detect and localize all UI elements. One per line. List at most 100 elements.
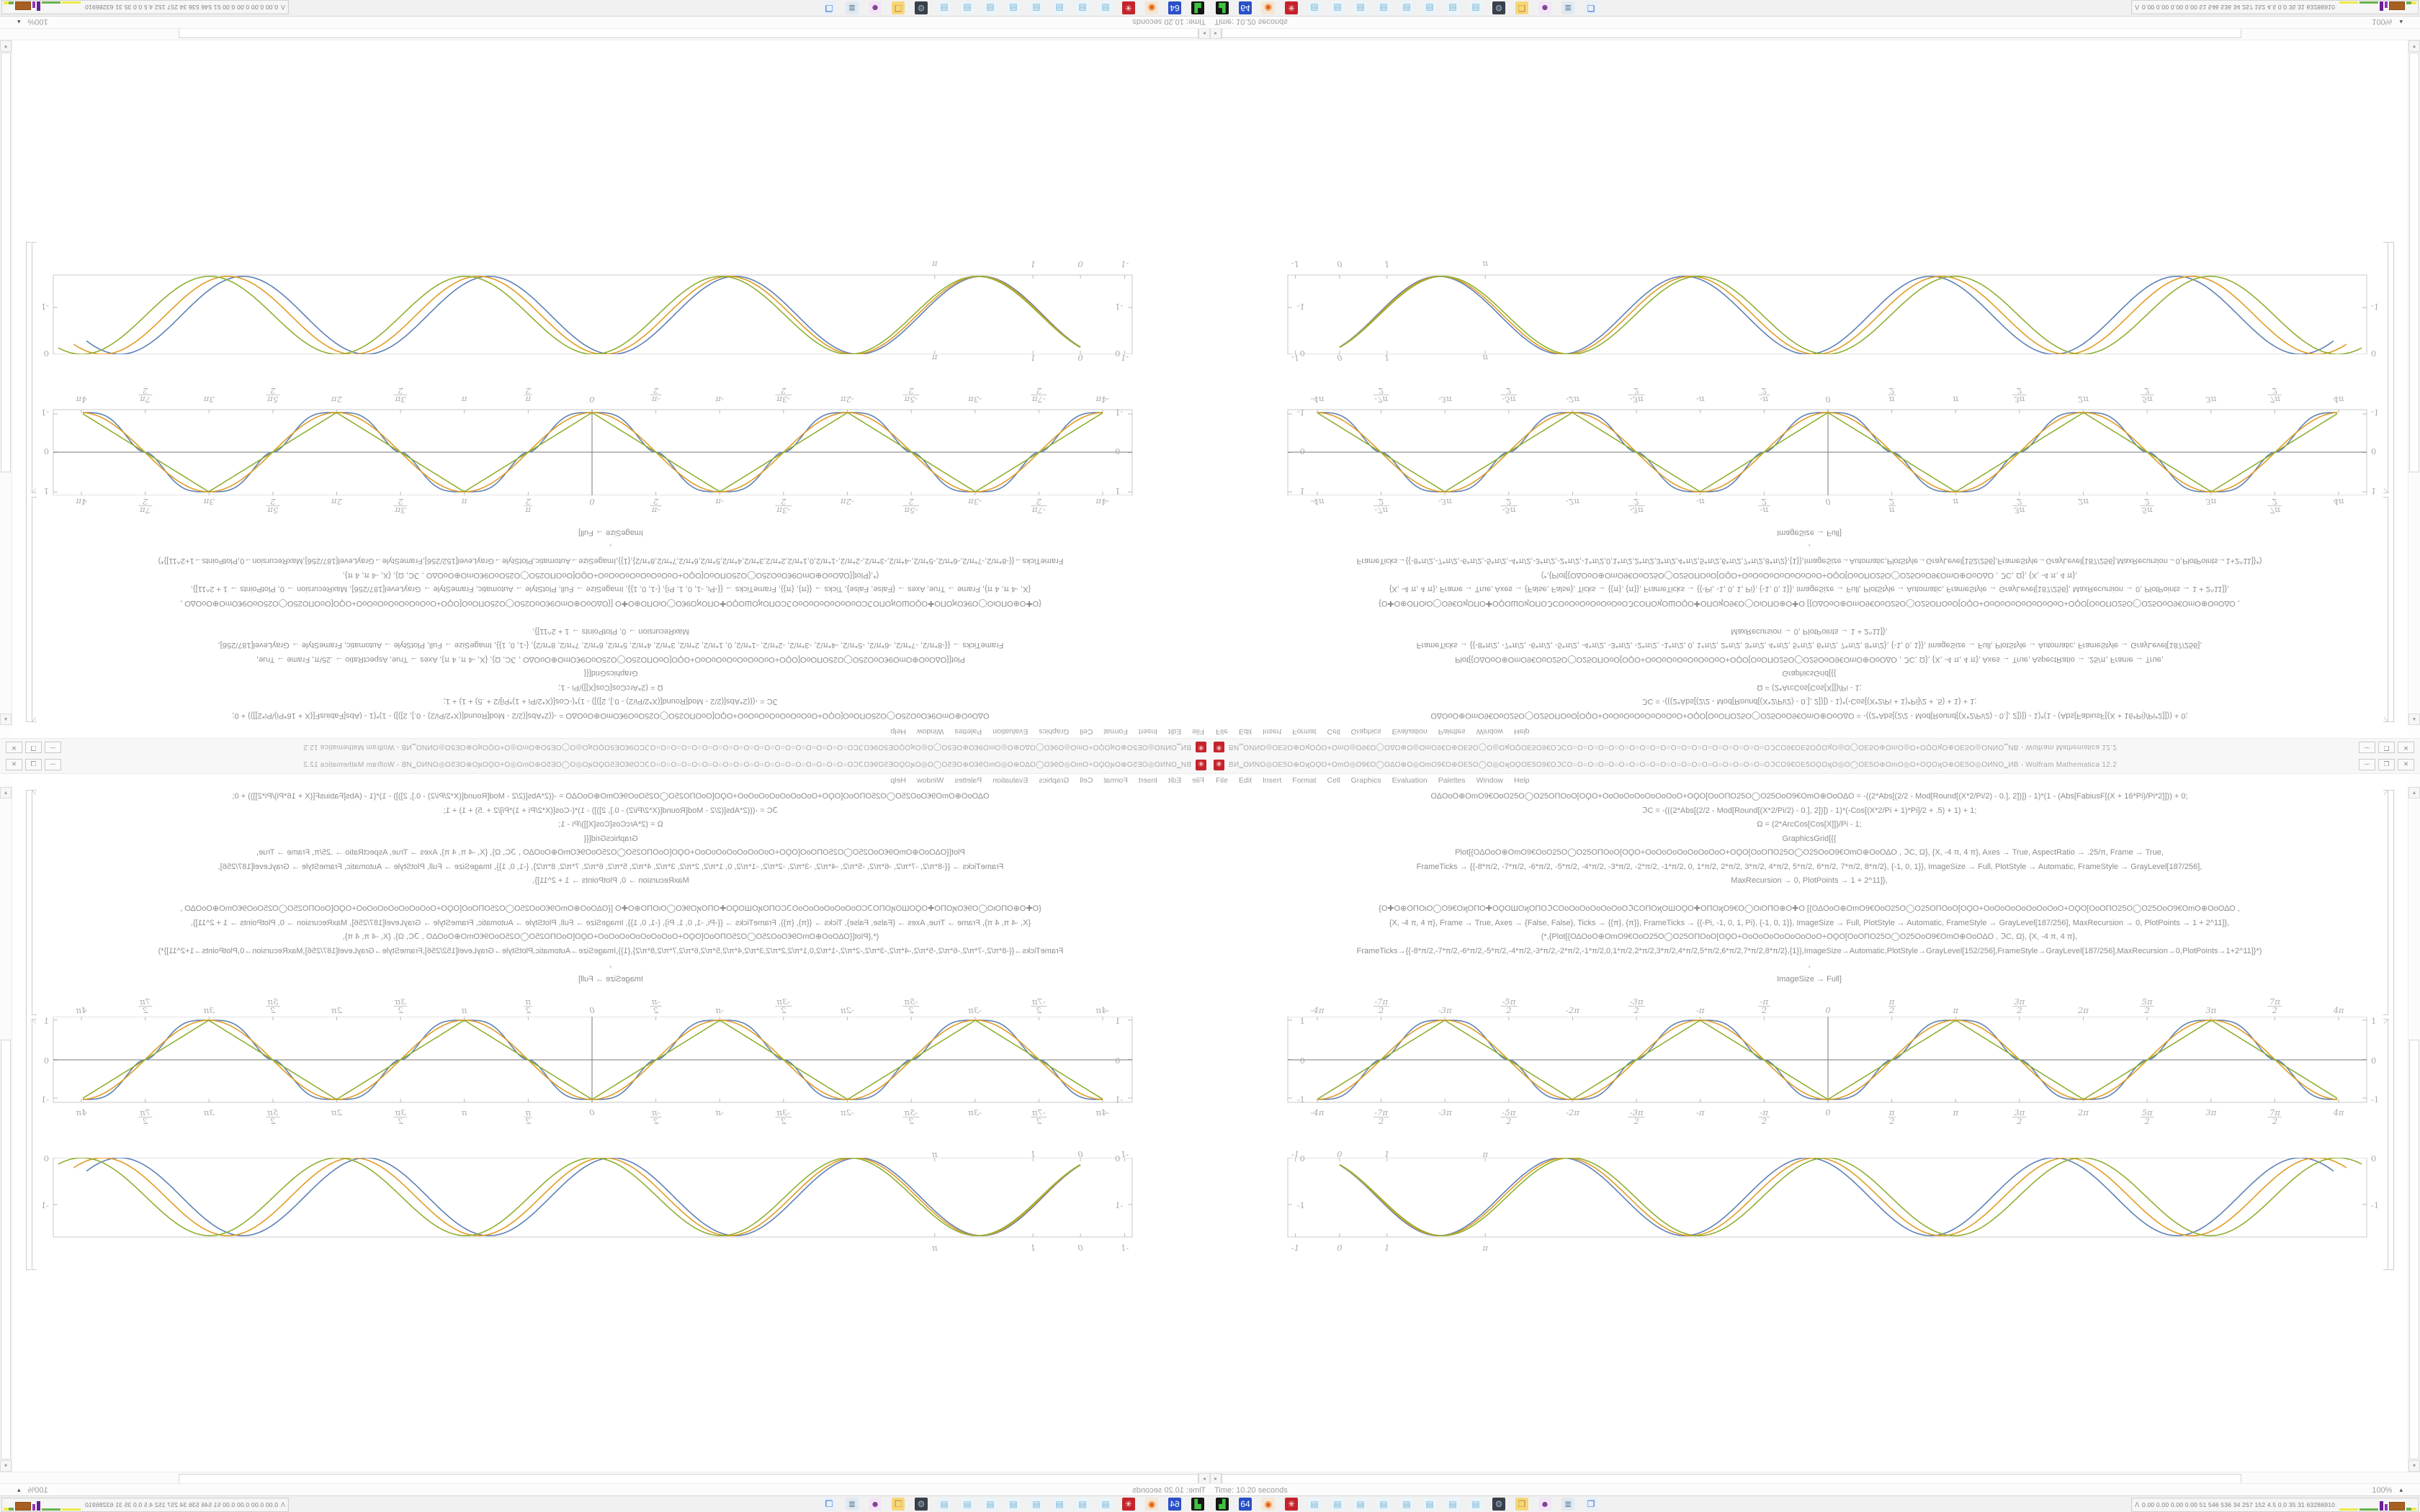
taskbar-icon[interactable]: ▤ bbox=[1308, 1498, 1321, 1511]
minimize-button[interactable]: ─ bbox=[45, 759, 61, 770]
taskbar-icon[interactable]: 64 bbox=[1239, 1, 1252, 14]
horizontal-scroll-thumb[interactable] bbox=[1222, 1474, 2241, 1484]
horizontal-scrollbar[interactable]: ◂ ▸ bbox=[0, 1472, 1210, 1485]
taskbar-icon[interactable]: ⚙ bbox=[1492, 1, 1505, 14]
taskbar-icon[interactable]: ◉ bbox=[1262, 1498, 1275, 1511]
taskbar-icon[interactable]: 64 bbox=[1239, 1498, 1252, 1511]
taskbar-icon[interactable]: ▤ bbox=[1469, 1, 1482, 14]
taskbar-icon[interactable]: ❐ bbox=[1585, 1, 1597, 14]
taskbar-icon[interactable]: ⚙ bbox=[915, 1, 928, 14]
menu-item[interactable]: Window bbox=[916, 775, 944, 785]
code-line[interactable]: Plot[{ΟΔΟοΟ⊕ΟmΟ9€ΟοΟ25Ο◯Ο25ΟΠΟοΟ[ΟϘΟ+ΟοΟ… bbox=[1455, 655, 2164, 664]
code-line[interactable] bbox=[12, 888, 1210, 903]
taskbar-icon[interactable]: ✳ bbox=[1285, 1, 1298, 14]
code-line[interactable]: FrameTicks → {{-8*π/2, -7*π/2, -6*π/2, -… bbox=[218, 862, 1004, 871]
menu-item[interactable]: Format bbox=[1103, 775, 1128, 785]
taskbar-icon[interactable]: ▤ bbox=[1446, 1498, 1459, 1511]
code-line[interactable]: GraphicsGrid[{{ bbox=[1782, 669, 1837, 678]
code-line[interactable]: FrameTicks → {{-8*π/2, -7*π/2, -6*π/2, -… bbox=[1416, 641, 2202, 650]
code-cell[interactable]: ΟΔΟοΟ⊕ΟmΟ9€ΟοΟ25Ο◯Ο25ΟΠΟοΟ[ΟϘΟ+ΟοΟοΟοΟοΟ… bbox=[1210, 790, 2408, 986]
taskbar-icon[interactable]: ▤ bbox=[984, 1498, 997, 1511]
taskbar-icon[interactable]: 64 bbox=[1168, 1, 1181, 14]
code-line[interactable]: (*,{Plot[{ΟΔΟοΟ⊕ΟmΟ9€ΟοΟ25Ο◯Ο25ΟΠΟοΟ[ΟϘΟ… bbox=[1541, 571, 2078, 580]
taskbar-icon[interactable]: ❒ bbox=[1515, 1498, 1528, 1511]
magnifier-dropdown-icon[interactable]: ▴ bbox=[2399, 1486, 2403, 1493]
magnifier-dropdown-icon[interactable]: ▴ bbox=[2399, 19, 2403, 26]
taskbar-icon[interactable]: ▤ bbox=[1377, 1, 1390, 14]
code-line[interactable]: ΟΔΟοΟ⊕ΟmΟ9€ΟοΟ25Ο◯Ο25ΟΠΟοΟ[ΟϘΟ+ΟοΟοΟοΟοΟ… bbox=[1430, 792, 2188, 801]
taskbar-icon[interactable]: ▤ bbox=[1469, 1498, 1482, 1511]
scroll-up-icon[interactable]: ▴ bbox=[2408, 714, 2420, 725]
output-cell-bracket[interactable] bbox=[32, 242, 37, 493]
cell-group-bracket[interactable] bbox=[2389, 242, 2394, 722]
taskbar-icon[interactable]: ▟ bbox=[1216, 1498, 1229, 1511]
taskbar-icon[interactable]: ▤ bbox=[961, 1498, 974, 1511]
cell-group-bracket[interactable] bbox=[2389, 790, 2394, 1270]
scroll-right-icon[interactable]: ▸ bbox=[1210, 27, 1222, 39]
menu-item[interactable]: Insert bbox=[1263, 727, 1282, 737]
taskbar-icon[interactable]: ▤ bbox=[1423, 1498, 1436, 1511]
taskbar-icon[interactable]: ❒ bbox=[892, 1498, 905, 1511]
vertical-scrollbar[interactable]: ▴ ▾ bbox=[2408, 40, 2420, 726]
code-line[interactable]: ΟΔΟοΟ⊕ΟmΟ9€ΟοΟ25Ο◯Ο25ΟΠΟοΟ[ΟϘΟ+ΟοΟοΟοΟοΟ… bbox=[1430, 711, 2188, 720]
menu-item[interactable]: Palettes bbox=[1438, 727, 1466, 737]
taskbar-icon[interactable]: ▤ bbox=[1007, 1498, 1020, 1511]
horizontal-scroll-thumb[interactable] bbox=[1222, 28, 2241, 38]
vertical-scroll-thumb[interactable] bbox=[2409, 1040, 2419, 1459]
output-cell-bracket[interactable] bbox=[2383, 1019, 2388, 1270]
code-line[interactable]: {Ο✚Ο⊕ΟΠΟιΟ◯Ο9€ΟϗΟΠΟ✚ΟϘΟШΟϗΟΠΟℑCΟοΟοΟοΟοΟ… bbox=[1379, 904, 2240, 913]
code-line[interactable]: GraphicsGrid[{{ bbox=[1782, 834, 1837, 843]
taskbar-icon[interactable]: ◉ bbox=[1145, 1, 1158, 14]
menu-item[interactable]: Insert bbox=[1138, 775, 1157, 785]
menu-item[interactable]: Edit bbox=[1168, 727, 1182, 737]
taskbar-icon[interactable]: ❐ bbox=[823, 1498, 835, 1511]
code-line[interactable]: FrameTicks → {{-8*π/2, -7*π/2, -6*π/2, -… bbox=[218, 641, 1004, 650]
code-line[interactable]: ℑC = -(((2*Abs[(2/2 - Mod[Round[(X*2/Pi/… bbox=[443, 697, 779, 706]
code-line[interactable]: ImageSize → Full] bbox=[1777, 974, 1842, 984]
taskbar-icon[interactable]: ✳ bbox=[1122, 1, 1135, 14]
code-line[interactable]: Ω = (2*ArcCos[Cos[X]])/Pi - 1; bbox=[558, 683, 663, 692]
close-button[interactable]: ✕ bbox=[6, 742, 22, 753]
code-line[interactable] bbox=[1210, 888, 2408, 903]
menu-item[interactable]: Cell bbox=[1327, 775, 1340, 785]
menu-item[interactable]: Palettes bbox=[954, 775, 982, 785]
code-line[interactable]: {X, -4 π, 4 π}, Frame → True, Axes → {Fa… bbox=[1389, 918, 2230, 927]
close-button[interactable]: ✕ bbox=[2398, 742, 2414, 753]
scroll-down-icon[interactable]: ▾ bbox=[0, 40, 12, 52]
close-button[interactable]: ✕ bbox=[2398, 759, 2414, 770]
vertical-scrollbar[interactable]: ▴ ▾ bbox=[2408, 786, 2420, 1472]
code-line[interactable]: Ω = (2*ArcCos[Cos[X]])/Pi - 1; bbox=[558, 820, 663, 829]
code-line[interactable]: , bbox=[609, 960, 612, 969]
taskbar-icon[interactable]: ▟ bbox=[1216, 1, 1229, 14]
code-line[interactable]: MaxRecursion → 0, PlotPoints → 1 + 2^11]… bbox=[1731, 627, 1888, 636]
taskbar-icon[interactable]: ▤ bbox=[1053, 1, 1066, 14]
taskbar-icon[interactable]: ✳ bbox=[1122, 1498, 1135, 1511]
code-line[interactable]: , bbox=[1808, 960, 1811, 969]
taskbar-icon[interactable]: ☻ bbox=[1538, 1, 1551, 14]
taskbar-icon[interactable]: ◉ bbox=[1145, 1498, 1158, 1511]
menu-item[interactable]: Format bbox=[1292, 727, 1317, 737]
code-line[interactable]: Ω = (2*ArcCos[Cos[X]])/Pi - 1; bbox=[1757, 820, 1862, 829]
menu-item[interactable]: Cell bbox=[1080, 775, 1093, 785]
taskbar-icon[interactable]: ▤ bbox=[1400, 1498, 1413, 1511]
code-line[interactable]: ImageSize → Full] bbox=[578, 974, 643, 984]
scroll-right-icon[interactable]: ▸ bbox=[1198, 27, 1210, 39]
taskbar-icon[interactable]: ▤ bbox=[1053, 1498, 1066, 1511]
code-line[interactable]: (*,{Plot[{ΟΔΟοΟ⊕ΟmΟ9€ΟοΟ25Ο◯Ο25ΟΠΟοΟ[ΟϘΟ… bbox=[342, 571, 879, 580]
menu-item[interactable]: Evaluation bbox=[992, 727, 1028, 737]
code-line[interactable]: {X, -4 π, 4 π}, Frame → True, Axes → {Fa… bbox=[190, 585, 1031, 594]
cell-group-bracket[interactable] bbox=[26, 790, 31, 1270]
menu-item[interactable]: Graphics bbox=[1039, 775, 1070, 785]
horizontal-scroll-thumb[interactable] bbox=[179, 28, 1198, 38]
taskbar-icon[interactable]: ✳ bbox=[1285, 1498, 1298, 1511]
horizontal-scroll-thumb[interactable] bbox=[179, 1474, 1198, 1484]
taskbar-icon[interactable]: ❒ bbox=[1515, 1, 1528, 14]
menu-item[interactable]: Palettes bbox=[1438, 775, 1466, 785]
menu-item[interactable]: Evaluation bbox=[1392, 775, 1428, 785]
taskbar-icon[interactable]: ☻ bbox=[869, 1, 882, 14]
code-line[interactable]: ℑC = -(((2*Abs[(2/2 - Mod[Round[(X*2/Pi/… bbox=[1641, 697, 1977, 706]
taskbar-icon[interactable]: ▤ bbox=[961, 1, 974, 14]
menu-item[interactable]: File bbox=[1216, 775, 1228, 785]
taskbar-icon[interactable]: 64 bbox=[1168, 1498, 1181, 1511]
code-line[interactable]: MaxRecursion → 0, PlotPoints → 1 + 2^11]… bbox=[532, 627, 689, 636]
